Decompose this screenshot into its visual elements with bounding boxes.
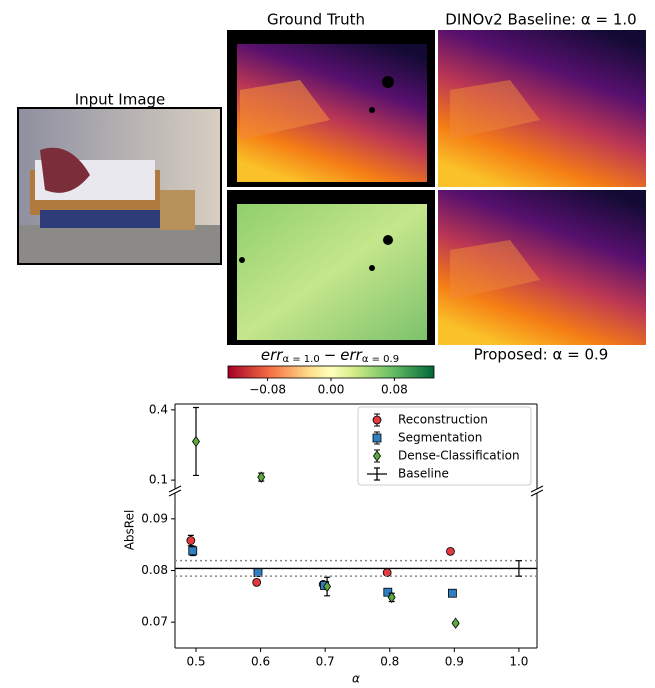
panel-title: Ground Truth <box>267 11 365 29</box>
panel-title: DINOv2 Baseline: α = 1.0 <box>445 11 636 29</box>
point <box>382 568 392 577</box>
x-tick-label: 0.6 <box>251 655 270 669</box>
axis-break <box>530 485 544 493</box>
point <box>447 588 457 598</box>
x-axis-label: α <box>352 672 360 686</box>
legend <box>357 406 532 486</box>
chart: 0.5 0.6 0.7 0.8 0.9 1.0 0.07 0.08 0.09 0.1 0.4 α Abs… <box>123 402 544 686</box>
colorbar <box>227 365 435 379</box>
tick-label: −0.08 <box>249 383 286 397</box>
x-tick-label: 1.0 <box>509 655 528 669</box>
legend-label: Dense-Classification <box>398 449 520 463</box>
point <box>451 617 460 629</box>
y-tick-label: 0.1 <box>149 473 168 487</box>
legend-marker <box>367 467 387 481</box>
axis-break <box>168 485 182 493</box>
point <box>323 580 332 593</box>
tick-label: 0.00 <box>318 383 345 397</box>
x-tick-label: 0.7 <box>316 655 335 669</box>
point <box>192 435 200 448</box>
label-term: err <box>261 346 283 364</box>
input-photo <box>17 107 222 265</box>
point <box>188 546 198 556</box>
legend-marker <box>372 433 382 443</box>
x-tick-label: 0.5 <box>186 655 205 669</box>
label-term: − <box>324 346 337 364</box>
point <box>446 546 455 556</box>
legend-label: Baseline <box>398 467 449 481</box>
panel-title: Proposed: α = 0.9 <box>474 346 609 364</box>
x-tick-label: 0.9 <box>445 655 464 669</box>
legend-marker <box>372 415 382 425</box>
point <box>387 591 396 604</box>
tick-label: 0.08 <box>381 383 408 397</box>
legend-marker <box>373 450 381 462</box>
x-tick-label: 0.8 <box>380 655 399 669</box>
colorbar-label: errα = 1.0− errα = 0.9 <box>261 346 399 366</box>
y-tick-label: 0.08 <box>141 563 168 577</box>
point <box>253 568 263 577</box>
point <box>257 471 266 483</box>
label-term: α = 1.0 <box>282 354 319 365</box>
point <box>186 536 196 545</box>
y-tick-label: 0.07 <box>141 615 168 629</box>
legend-label: Reconstruction <box>398 413 488 427</box>
depth-maps <box>227 30 646 345</box>
label-term: α = 0.9 <box>362 354 399 365</box>
axis-break <box>168 489 182 497</box>
y-axis-label: AbsRel <box>123 510 137 551</box>
legend-label: Segmentation <box>398 431 482 445</box>
label-term: err <box>340 346 362 364</box>
y-tick-label: 0.09 <box>141 511 168 525</box>
error-bar <box>515 560 522 577</box>
y-tick-label: 0.4 <box>149 402 168 416</box>
axis-break <box>530 489 544 497</box>
point <box>252 577 262 587</box>
panel-title: Input Image <box>75 91 166 109</box>
